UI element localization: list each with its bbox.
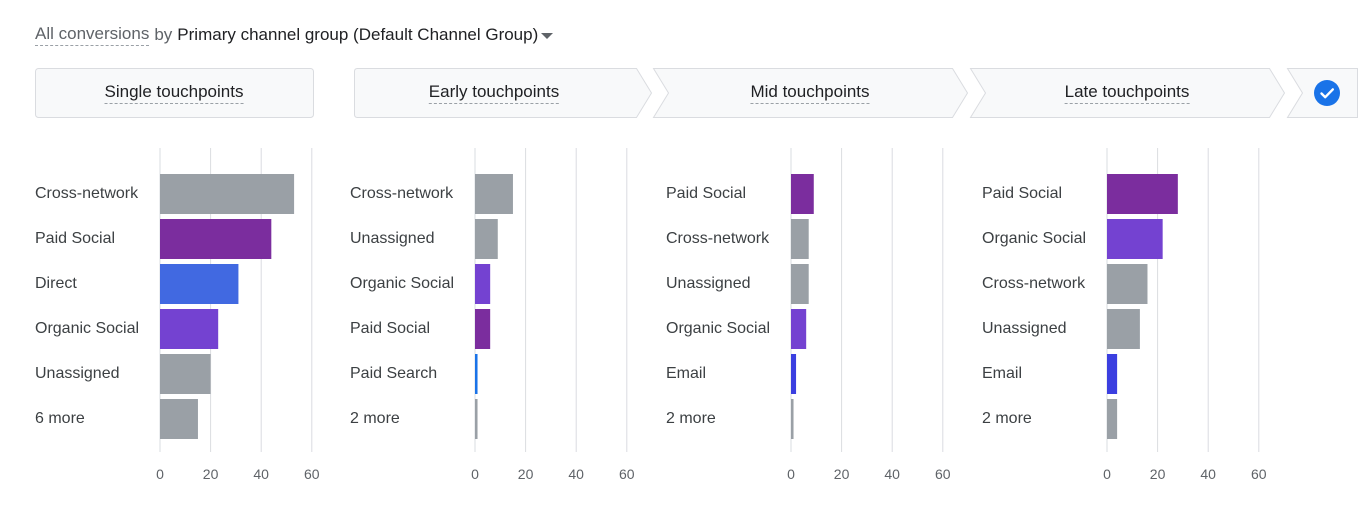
tab-mid-touchpoints[interactable] [652, 68, 969, 118]
x-tick-label: 60 [619, 466, 635, 482]
x-tick-label: 20 [517, 466, 534, 482]
category-label: Organic Social [350, 275, 455, 292]
bar-email[interactable] [1107, 354, 1118, 394]
bar-paid-social[interactable] [160, 219, 272, 259]
bar-2-more[interactable] [475, 399, 478, 439]
category-label: Unassigned [350, 230, 435, 247]
category-label: Cross-network [350, 185, 454, 202]
bar-unassigned[interactable] [791, 264, 809, 304]
bar-2-more[interactable] [791, 399, 794, 439]
bar-organic-social[interactable] [791, 309, 807, 349]
category-label: Email [982, 365, 1023, 382]
bar-paid-social[interactable] [791, 174, 814, 214]
header-by-text: by [154, 25, 173, 44]
bar-unassigned[interactable] [475, 219, 498, 259]
x-tick-label: 60 [304, 466, 320, 482]
category-label: Paid Social [666, 185, 747, 202]
category-label: 2 more [350, 410, 400, 427]
bar-chart-4 [1106, 148, 1260, 452]
tab-late-touchpoints[interactable] [969, 68, 1286, 118]
bar-cross-network[interactable] [791, 219, 809, 259]
category-label: Paid Social [982, 185, 1063, 202]
bar-paid-social[interactable] [475, 309, 491, 349]
category-label: Unassigned [666, 275, 751, 292]
category-label: Paid Social [35, 230, 116, 247]
category-label: Organic Social [666, 320, 771, 337]
category-label: Email [666, 365, 707, 382]
category-label: Cross-network [35, 185, 139, 202]
category-label: Unassigned [982, 320, 1067, 337]
bar-organic-social[interactable] [1107, 219, 1163, 259]
x-tick-label: 40 [568, 466, 584, 482]
x-tick-label: 20 [202, 466, 219, 482]
category-label: Direct [35, 275, 77, 292]
category-label: Cross-network [666, 230, 770, 247]
bar-direct[interactable] [160, 264, 239, 304]
x-tick-label: 60 [1251, 466, 1267, 482]
category-label: Paid Search [350, 365, 438, 382]
touchpoint-tabs: Single touchpoints Early touchpoints Mid… [0, 68, 1367, 118]
category-label: 2 more [982, 410, 1032, 427]
x-tick-label: 0 [156, 466, 164, 482]
x-tick-label: 60 [935, 466, 951, 482]
metric-selector[interactable]: All conversions [35, 24, 150, 46]
x-tick-label: 40 [253, 466, 269, 482]
chart-header: All conversions by Primary channel group… [35, 24, 554, 46]
bar-cross-network[interactable] [160, 174, 295, 214]
bar-cross-network[interactable] [1107, 264, 1148, 304]
bar-unassigned[interactable] [1107, 309, 1140, 349]
tab-early-label: Early touchpoints [428, 82, 560, 104]
category-label: 2 more [666, 410, 716, 427]
bar-paid-social[interactable] [1107, 174, 1178, 214]
bar-chart-3 [790, 148, 944, 452]
tab-early-touchpoints[interactable] [354, 68, 653, 118]
bar-chart-2 [474, 148, 628, 452]
x-tick-label: 40 [884, 466, 900, 482]
touchpoint-charts: Cross-network Paid Social Direct Organic So… [0, 140, 1367, 507]
x-tick-label: 0 [1103, 466, 1111, 482]
bar-6-more[interactable] [160, 399, 198, 439]
tab-late-label: Late touchpoints [1064, 82, 1190, 104]
category-label: Cross-network [982, 275, 1086, 292]
bar-email[interactable] [791, 354, 797, 394]
category-label: Unassigned [35, 365, 120, 382]
caret-down-icon[interactable] [541, 33, 554, 39]
tab-mid-label: Mid touchpoints [750, 82, 870, 104]
bar-paid-search[interactable] [475, 354, 478, 394]
x-tick-label: 20 [833, 466, 850, 482]
x-tick-label: 0 [787, 466, 795, 482]
check-circle-icon [1314, 80, 1340, 106]
x-tick-label: 0 [471, 466, 479, 482]
x-tick-label: 40 [1200, 466, 1216, 482]
category-label: Paid Social [350, 320, 431, 337]
dimension-selector[interactable]: Primary channel group (Default Channel G… [177, 25, 539, 44]
tab-single-touchpoints[interactable] [35, 68, 314, 118]
category-label: Organic Social [35, 320, 140, 337]
bar-2-more[interactable] [1107, 399, 1118, 439]
x-tick-label: 20 [1149, 466, 1166, 482]
bar-chart-1 [159, 148, 313, 452]
bar-organic-social[interactable] [475, 264, 491, 304]
category-label: 6 more [35, 410, 85, 427]
bar-organic-social[interactable] [160, 309, 219, 349]
bar-unassigned[interactable] [160, 354, 211, 394]
bar-cross-network[interactable] [475, 174, 513, 214]
tab-single-label: Single touchpoints [104, 82, 244, 104]
category-label: Organic Social [982, 230, 1087, 247]
